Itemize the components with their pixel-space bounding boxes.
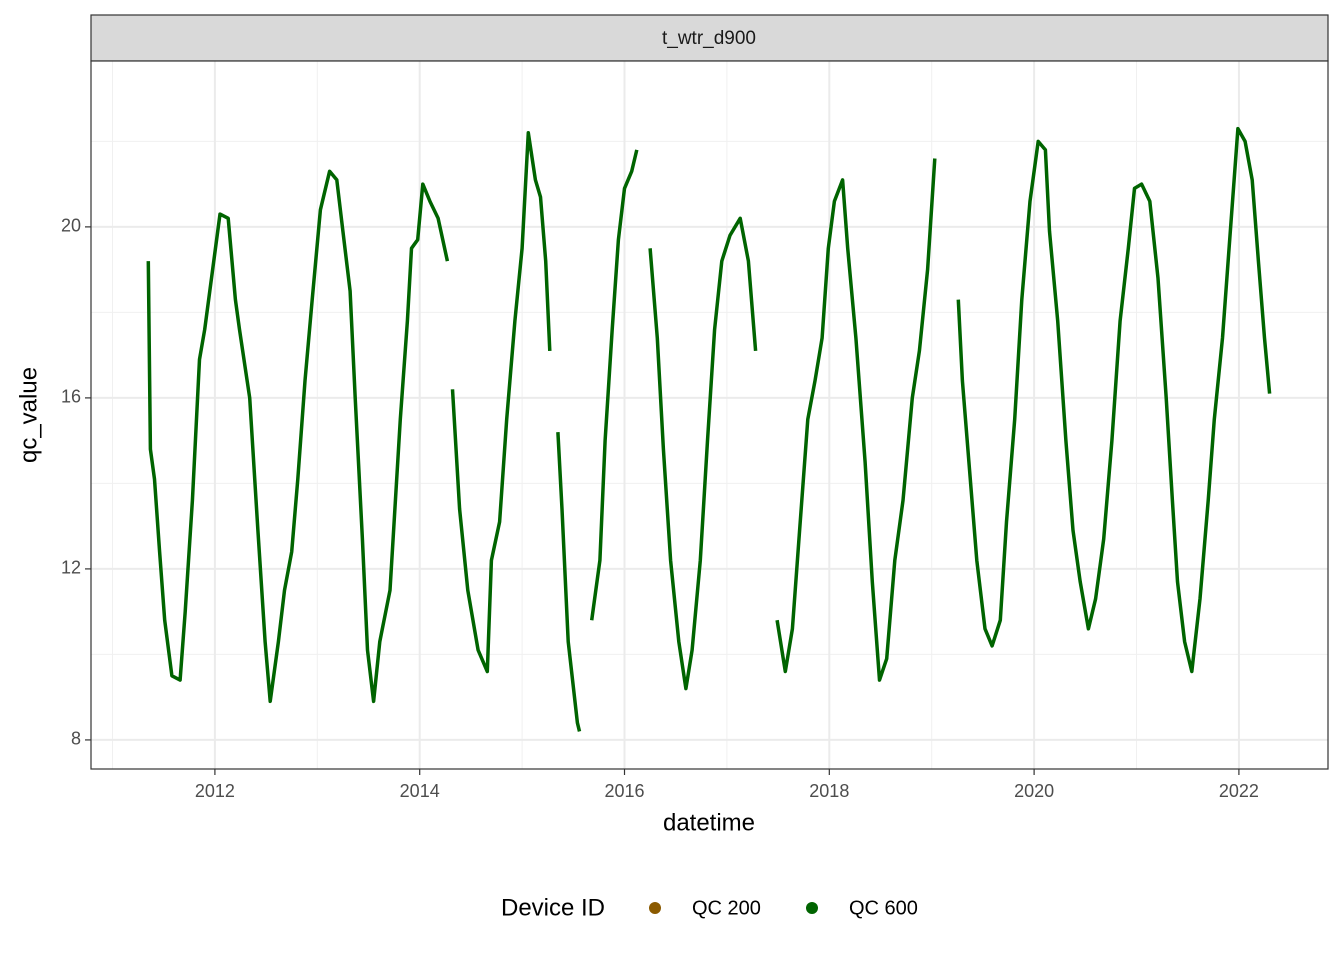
panel-border <box>90 60 1329 770</box>
facet-strip <box>90 14 1329 62</box>
x-tick-label: 2022 <box>1219 781 1259 801</box>
facet-label: t_wtr_d900 <box>662 28 756 49</box>
x-tick-label: 2012 <box>195 781 235 801</box>
x-tick-label: 2018 <box>809 781 849 801</box>
legend-label: QC 600 <box>849 897 918 919</box>
y-tick-label: 12 <box>61 558 81 578</box>
legend-label: QC 200 <box>692 897 761 919</box>
x-tick-label: 2020 <box>1014 781 1054 801</box>
y-tick-label: 16 <box>61 387 81 407</box>
y-axis-title: qc_value <box>15 367 42 463</box>
y-tick-label: 8 <box>71 729 81 749</box>
y-tick-label: 20 <box>61 216 81 236</box>
x-tick-label: 2014 <box>400 781 440 801</box>
x-axis-title: datetime <box>663 809 755 836</box>
legend-marker <box>806 902 818 914</box>
data-line <box>146 126 1272 732</box>
legend-marker <box>649 902 661 914</box>
plot-area <box>91 61 1328 769</box>
legend-title: Device ID <box>501 894 605 921</box>
x-tick-label: 2016 <box>604 781 644 801</box>
